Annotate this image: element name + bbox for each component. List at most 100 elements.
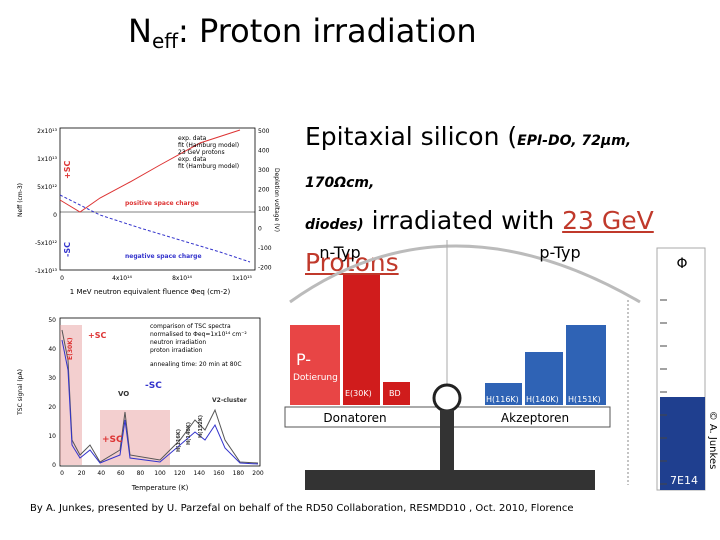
footer: By A. Junkes, presented by U. Parzefal o… [30, 503, 574, 514]
tick-label: 8x10¹⁴ [172, 275, 192, 282]
tick-label: -1x10¹³ [35, 268, 58, 275]
tick-label: 5x10¹² [37, 184, 57, 191]
title: Neff: Proton irradiation [128, 12, 477, 53]
annotation: positive space charge [125, 200, 199, 207]
gauge-value: 7E14 [670, 474, 698, 487]
annotation: E(30K) [67, 337, 74, 360]
annotation: -SC [145, 381, 162, 391]
tick-label: 300 [258, 167, 270, 174]
tick-label: 60 [117, 470, 125, 477]
label: P- [296, 350, 311, 369]
legend-entry: 23 GeV protons [178, 149, 225, 156]
legend-entry: normalised to Φeq=1x10¹⁴ cm⁻² [150, 331, 247, 338]
tick-label: 0 [52, 462, 56, 469]
tick-label: 20 [48, 404, 56, 411]
tick-label: 120 [174, 470, 186, 477]
tick-label: 180 [233, 470, 245, 477]
tick-label: 200 [258, 187, 270, 194]
block [566, 325, 606, 405]
legend-entry: fit (Hamburg model) [178, 142, 239, 149]
arc [289, 244, 641, 304]
tick-label: 50 [48, 317, 56, 324]
tick-label: 100 [154, 470, 166, 477]
label: H(116K) [486, 395, 519, 404]
plot-frame [59, 127, 256, 271]
tick-label: -100 [258, 245, 272, 252]
tick-label: 1x10¹³ [37, 156, 57, 163]
label: Akzeptoren [501, 411, 569, 425]
block [525, 352, 563, 405]
annotation: +SC [63, 161, 72, 179]
axis-label: Depletion voltage (V) [273, 168, 280, 232]
annotation: V2-cluster [212, 397, 247, 404]
tick-label: -5x10¹² [35, 240, 58, 247]
desc-highlight: 23 GeV [562, 206, 654, 235]
tick-label: 40 [48, 346, 56, 353]
axis-label: Temperature (K) [131, 484, 189, 492]
tick-label: 100 [258, 206, 270, 213]
block [290, 325, 340, 405]
legend-entry: fit (Hamburg model) [178, 163, 239, 170]
annotation: annealing time: 20 min at 80C [150, 361, 242, 368]
tick-label: 0 [60, 275, 64, 282]
tick-label: 1x10¹⁵ [232, 275, 252, 282]
annotation: H(116K) [176, 429, 182, 452]
desc-text: irradiated with [363, 206, 563, 235]
block [383, 382, 410, 405]
legend-entry: exp. data [178, 135, 207, 142]
block [485, 383, 522, 405]
tick-label: 2x10¹³ [37, 128, 57, 135]
tick-label: 4x10¹⁴ [112, 275, 132, 282]
curve [61, 339, 259, 465]
curve [59, 129, 241, 213]
annotation: VO [118, 390, 129, 398]
annotation: -SC [63, 242, 72, 257]
tick-label: 400 [258, 148, 270, 155]
desc-detail: EPI-DO, 72µm, 170Ωcm, [305, 133, 632, 191]
balance: n-Typ p-Typ P- Dotierung E(30K) BD H(116… [284, 240, 641, 490]
tick-label: 200 [252, 470, 264, 477]
block [343, 275, 380, 405]
tick-label: 40 [97, 470, 105, 477]
plot-top: Neff (cm-3) Depletion voltage (V) 1 MeV … [17, 127, 280, 296]
annotation: H(140K) [186, 422, 192, 445]
base [305, 470, 595, 490]
legend-entry: exp. data [178, 156, 207, 163]
gauge: Φ 7E14 © A. Junkes [656, 247, 718, 491]
tick-label: 30 [48, 375, 56, 382]
label: Dotierung [293, 373, 338, 383]
tick-label: 20 [78, 470, 86, 477]
title-text: : Proton irradiation [178, 12, 477, 50]
label: Donatoren [323, 411, 386, 425]
label: H(140K) [526, 395, 559, 404]
description: Epitaxial silicon (EPI-DO, 72µm, 170Ωcm,… [305, 118, 675, 282]
title-subscript: eff [151, 29, 179, 53]
title-text: N [128, 12, 152, 50]
annotation: +SC [88, 331, 106, 340]
desc-highlight: Protons [305, 248, 399, 277]
gauge-symbol: Φ [676, 256, 687, 272]
legend-entry: proton irradiation [150, 347, 203, 354]
tick-label: -200 [258, 265, 272, 272]
desc-detail: diodes) [305, 217, 364, 233]
label: E(30K) [345, 389, 372, 398]
pivot [432, 383, 462, 413]
legend-entry: comparison of TSC spectra [150, 323, 231, 330]
tick-label: 0 [60, 470, 64, 477]
tick-label: 140 [193, 470, 205, 477]
legend-entry: neutron irradiation [150, 339, 206, 346]
axis-label: 1 MeV neutron equivalent fluence Φeq (cm… [70, 288, 231, 296]
label: BD [389, 389, 401, 398]
tick-label: 160 [213, 470, 225, 477]
label: n-Typ [319, 243, 360, 262]
plot-bottom: TSC signal (pA) Temperature (K) comparis… [17, 317, 264, 492]
annotation: +SC [102, 435, 123, 445]
post [440, 410, 454, 472]
tick-label: 80 [137, 470, 145, 477]
annotation: negative space charge [125, 253, 202, 260]
curve [59, 194, 251, 263]
annotation: H(152K) [198, 415, 204, 438]
tick-label: 0 [258, 226, 262, 233]
